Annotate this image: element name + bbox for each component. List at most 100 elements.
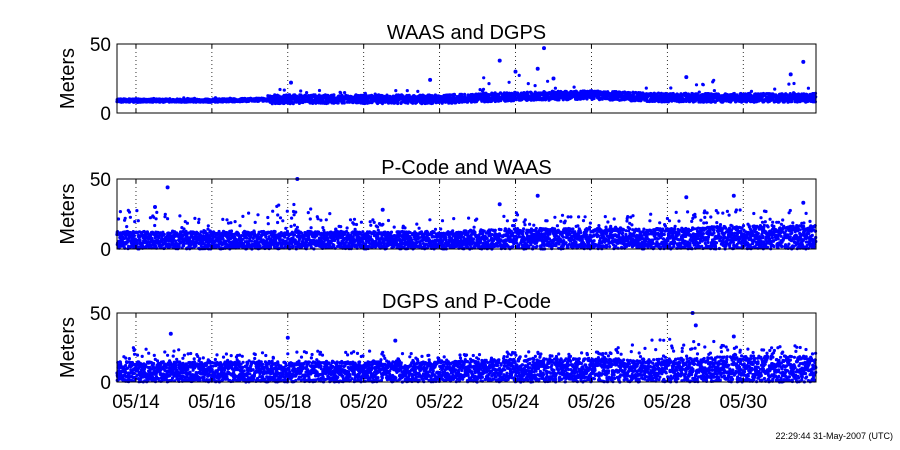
data-point <box>155 210 159 214</box>
data-point <box>182 242 186 246</box>
data-point <box>403 226 407 230</box>
data-point <box>553 86 558 90</box>
data-point <box>317 88 322 93</box>
data-point <box>136 219 140 223</box>
data-point <box>368 220 372 224</box>
data-point <box>701 83 705 87</box>
data-point <box>206 224 210 228</box>
data-point <box>229 229 234 233</box>
data-point <box>684 99 688 103</box>
data-point <box>132 234 136 238</box>
data-point <box>305 91 309 95</box>
data-point <box>125 225 129 229</box>
data-point <box>194 244 198 248</box>
data-point <box>309 226 313 230</box>
data-point <box>339 225 343 229</box>
data-point <box>278 87 282 92</box>
data-point <box>197 217 201 221</box>
data-point <box>482 76 486 80</box>
data-point <box>533 84 537 88</box>
data-point <box>352 217 357 221</box>
outlier-point <box>428 77 433 82</box>
data-point <box>319 218 323 222</box>
y-tick-label: 0 <box>100 104 111 125</box>
chart-title: WAAS and DGPS <box>387 22 546 44</box>
data-point <box>282 88 286 92</box>
data-point <box>348 218 353 222</box>
data-point <box>487 82 491 86</box>
data-point <box>135 209 139 213</box>
data-point <box>507 80 511 84</box>
data-point <box>697 90 701 94</box>
data-point <box>712 89 717 93</box>
data-point <box>324 218 328 222</box>
panel-1: 0 50 WAAS and DGPS Meters <box>57 22 818 125</box>
data-point <box>253 220 257 224</box>
data-point <box>572 85 576 89</box>
data-point <box>749 89 754 93</box>
data-point <box>245 236 249 240</box>
data-point <box>306 211 310 215</box>
data-point <box>350 245 354 249</box>
data-point <box>166 217 170 221</box>
data-point <box>299 89 303 93</box>
data-point <box>405 89 409 93</box>
data-point <box>177 244 181 249</box>
data-point <box>284 226 288 230</box>
data-point <box>277 203 281 207</box>
data-point <box>806 86 811 90</box>
y-tick-label: 50 <box>90 35 111 56</box>
data-point <box>281 219 285 223</box>
data-point <box>241 214 245 218</box>
data-point <box>285 209 289 213</box>
data-point <box>345 226 349 230</box>
data-point <box>328 212 332 216</box>
data-point <box>278 216 283 220</box>
data-point <box>118 210 122 214</box>
data-point <box>381 222 385 226</box>
data-point <box>225 218 229 222</box>
data-point <box>185 221 189 225</box>
data-point <box>372 220 376 224</box>
data-point <box>669 86 673 90</box>
outlier-point <box>788 72 793 77</box>
y-axis-label: Meters <box>57 48 79 109</box>
data-point <box>354 222 359 227</box>
data-point <box>367 244 371 249</box>
data-point <box>256 213 260 217</box>
data-point <box>162 232 166 236</box>
data-point <box>154 217 158 221</box>
data-point <box>792 81 796 86</box>
data-point <box>546 79 550 83</box>
data-point <box>526 82 530 86</box>
data-point <box>289 224 293 228</box>
data-point <box>295 225 299 229</box>
data-point <box>694 83 699 87</box>
data-point <box>290 216 294 220</box>
data-point <box>127 210 132 214</box>
data-point <box>359 220 363 224</box>
data-point <box>123 216 127 220</box>
data-point <box>332 243 336 248</box>
data-point <box>389 230 394 234</box>
data-point <box>369 223 373 227</box>
data-point <box>249 239 254 243</box>
data-point <box>292 202 296 207</box>
data-point <box>221 217 225 221</box>
data-point <box>309 207 313 211</box>
data-point <box>229 221 233 225</box>
data-point <box>276 213 280 217</box>
data-point <box>273 230 277 234</box>
outlier-point <box>551 76 556 81</box>
data-point <box>294 210 298 214</box>
data-point <box>813 100 818 104</box>
data-point <box>416 89 420 93</box>
data-point <box>394 89 398 93</box>
data-point <box>712 78 716 82</box>
data-point <box>197 220 201 225</box>
data-point <box>773 87 777 91</box>
data-point <box>178 214 182 218</box>
outlier-point <box>513 69 518 74</box>
data-point <box>292 233 297 237</box>
